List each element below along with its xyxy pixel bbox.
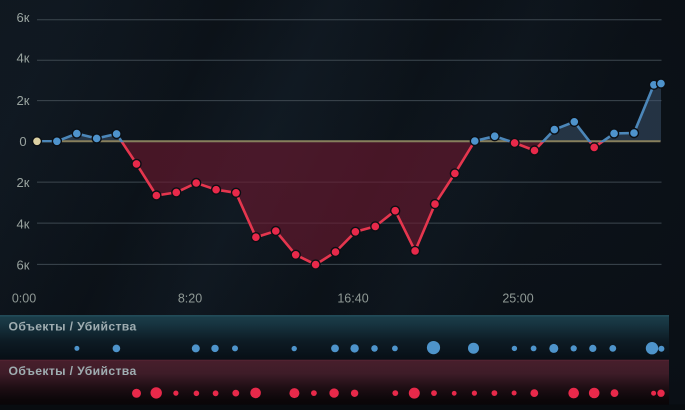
svg-text:0: 0 bbox=[19, 134, 26, 149]
svg-text:6к: 6к bbox=[17, 258, 30, 273]
svg-text:4к: 4к bbox=[17, 217, 30, 232]
svg-text:2к: 2к bbox=[17, 93, 30, 108]
svg-text:Объекты / Убийства: Объекты / Убийства bbox=[9, 364, 137, 378]
svg-text:Объекты / Убийства: Объекты / Убийства bbox=[9, 319, 137, 333]
svg-text:16:40: 16:40 bbox=[337, 291, 368, 305]
svg-text:0:00: 0:00 bbox=[12, 291, 36, 305]
svg-text:25:00: 25:00 bbox=[502, 291, 533, 305]
svg-text:6к: 6к bbox=[17, 10, 30, 25]
svg-text:8:20: 8:20 bbox=[178, 291, 202, 305]
svg-text:2к: 2к bbox=[17, 175, 30, 190]
svg-text:4к: 4к bbox=[17, 50, 30, 65]
